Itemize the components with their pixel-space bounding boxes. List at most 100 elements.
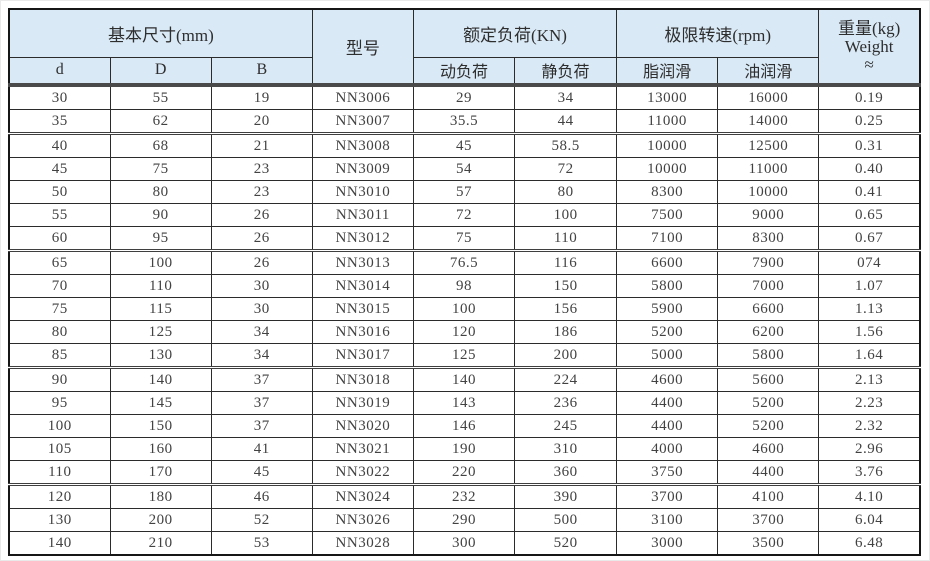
table-cell: 0.31 (818, 132, 921, 158)
table-cell: 34 (210, 320, 313, 344)
table-cell: 90 (109, 203, 212, 227)
table-cell: NN3028 (311, 531, 414, 556)
header-col-static-load: 静负荷 (514, 56, 618, 87)
table-cell: 5800 (616, 274, 719, 298)
table-cell: 90 (8, 366, 111, 392)
table-cell: 37 (210, 414, 313, 438)
table-cell: 37 (210, 391, 313, 415)
table-cell: 0.19 (818, 84, 921, 110)
table-cell: 130 (8, 508, 111, 532)
table-cell: 11000 (717, 157, 820, 181)
table-row: 55 90 26 NN3011 72 100 7500 9000 0.65 (8, 203, 921, 227)
table-cell: 7000 (717, 274, 820, 298)
table-cell: 3100 (616, 508, 719, 532)
table-cell: 170 (109, 460, 212, 485)
table-cell: 62 (109, 109, 212, 134)
header-limit-speed: 极限转速(rpm) (616, 8, 820, 58)
table-cell: 23 (210, 157, 313, 181)
table-cell: NN3026 (311, 508, 414, 532)
table-cell: 80 (514, 180, 618, 204)
table-cell: NN3020 (311, 414, 414, 438)
table-cell: 65 (8, 249, 111, 275)
table-cell: 1.64 (818, 343, 921, 368)
table-cell: 60 (8, 226, 111, 251)
table-cell: 45 (412, 132, 516, 158)
table-cell: 10000 (616, 157, 719, 181)
table-cell: NN3016 (311, 320, 414, 344)
bearing-spec-table: 基本尺寸(mm) 型号 额定负荷(KN) 极限转速(rpm) 重量(kg) We… (8, 8, 921, 556)
table-cell: 57 (412, 180, 516, 204)
table-row: 45 75 23 NN3009 54 72 10000 11000 0.40 (8, 157, 921, 181)
table-cell: 110 (8, 460, 111, 485)
table-body: 30 55 19 NN3006 29 34 13000 16000 0.19 35 62 20 NN30… (8, 84, 921, 556)
table-cell: 23 (210, 180, 313, 204)
table-cell: 37 (210, 366, 313, 392)
table-cell: NN3024 (311, 483, 414, 509)
table-cell: 236 (514, 391, 618, 415)
table-cell: 8300 (616, 180, 719, 204)
table-cell: 245 (514, 414, 618, 438)
table-cell: 180 (109, 483, 212, 509)
table-cell: 140 (109, 366, 212, 392)
table-row: 90 140 37 NN3018 140 224 4600 5600 2.13 (8, 366, 921, 392)
table-cell: NN3009 (311, 157, 414, 181)
table-cell: 2.13 (818, 366, 921, 392)
header-basic-dimensions: 基本尺寸(mm) (8, 8, 313, 58)
table-cell: 190 (412, 437, 516, 461)
table-row: 130 200 52 NN3026 290 500 3100 3700 6.04 (8, 508, 921, 532)
table-cell: 34 (210, 343, 313, 368)
table-cell: 5600 (717, 366, 820, 392)
table-cell: 44 (514, 109, 618, 134)
table-cell: 5800 (717, 343, 820, 368)
table-cell: 7900 (717, 249, 820, 275)
table-cell: 100 (109, 249, 212, 275)
table-row: 40 68 21 NN3008 45 58.5 10000 12500 0.31 (8, 132, 921, 158)
table-cell: 105 (8, 437, 111, 461)
table-cell: 75 (109, 157, 212, 181)
table-cell: 6200 (717, 320, 820, 344)
table-cell: 4600 (616, 366, 719, 392)
table-row: 95 145 37 NN3019 143 236 4400 5200 2.23 (8, 391, 921, 415)
table-cell: 8300 (717, 226, 820, 251)
table-cell: 5900 (616, 297, 719, 321)
table-cell: 4400 (616, 414, 719, 438)
table-cell: 220 (412, 460, 516, 485)
table-cell: 12500 (717, 132, 820, 158)
table-cell: 5200 (717, 414, 820, 438)
table-cell: 224 (514, 366, 618, 392)
table-cell: 300 (412, 531, 516, 556)
header-weight-en: Weight (844, 36, 894, 56)
table-cell: NN3017 (311, 343, 414, 368)
table-cell: 1.56 (818, 320, 921, 344)
table-cell: 110 (514, 226, 618, 251)
table-cell: 40 (8, 132, 111, 158)
table-cell: NN3022 (311, 460, 414, 485)
table-cell: 45 (8, 157, 111, 181)
table-cell: 16000 (717, 84, 820, 110)
table-cell: 1.13 (818, 297, 921, 321)
table-cell: 7100 (616, 226, 719, 251)
table-cell: 4.10 (818, 483, 921, 509)
table-cell: 110 (109, 274, 212, 298)
table-cell: 0.41 (818, 180, 921, 204)
table-cell: 390 (514, 483, 618, 509)
table-cell: 35 (8, 109, 111, 134)
table-cell: 10000 (616, 132, 719, 158)
table-row: 35 62 20 NN3007 35.5 44 11000 14000 0.25 (8, 109, 921, 134)
table-cell: 75 (412, 226, 516, 251)
table-cell: 70 (8, 274, 111, 298)
table-cell: 75 (8, 297, 111, 321)
header-row-groups: 基本尺寸(mm) 型号 额定负荷(KN) 极限转速(rpm) 重量(kg) We… (8, 8, 921, 87)
table-cell: 4000 (616, 437, 719, 461)
table-cell: 53 (210, 531, 313, 556)
table-cell: NN3012 (311, 226, 414, 251)
table-cell: NN3014 (311, 274, 414, 298)
table-cell: 4100 (717, 483, 820, 509)
header-col-D: D (109, 56, 212, 87)
table-row: 60 95 26 NN3012 75 110 7100 8300 0.67 (8, 226, 921, 251)
approx-symbol: ≈ (864, 54, 874, 74)
table-cell: 19 (210, 84, 313, 110)
table-cell: 95 (8, 391, 111, 415)
table-cell: NN3011 (311, 203, 414, 227)
table-cell: 7500 (616, 203, 719, 227)
